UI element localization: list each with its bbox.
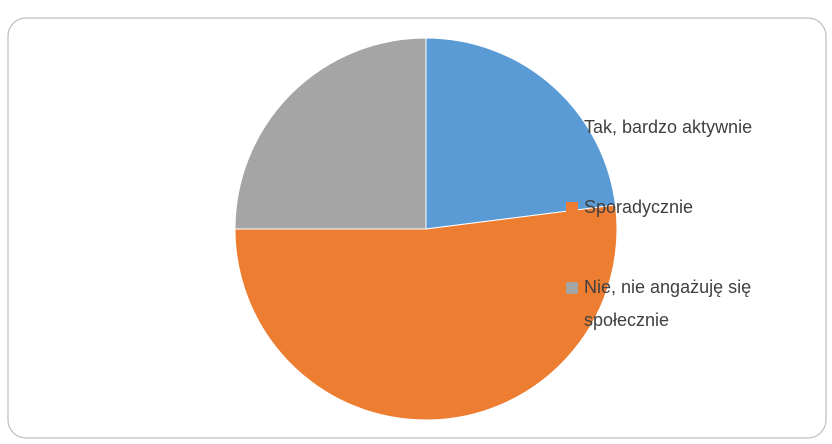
legend-swatch <box>566 122 578 134</box>
legend-item: Tak, bardzo aktywnie <box>566 111 809 144</box>
legend-item: Sporadycznie <box>566 191 809 224</box>
legend-item: Nie, nie angażuję się społecznie <box>566 271 809 337</box>
pie-slice <box>234 37 427 230</box>
legend-label: Nie, nie angażuję się społecznie <box>584 277 752 330</box>
legend-swatch <box>566 202 578 214</box>
pie-slice <box>425 37 617 230</box>
legend-swatch <box>566 282 578 294</box>
pie-slice <box>234 204 618 421</box>
legend-label: Sporadycznie <box>584 197 694 217</box>
legend-label: Tak, bardzo aktywnie <box>584 117 753 137</box>
